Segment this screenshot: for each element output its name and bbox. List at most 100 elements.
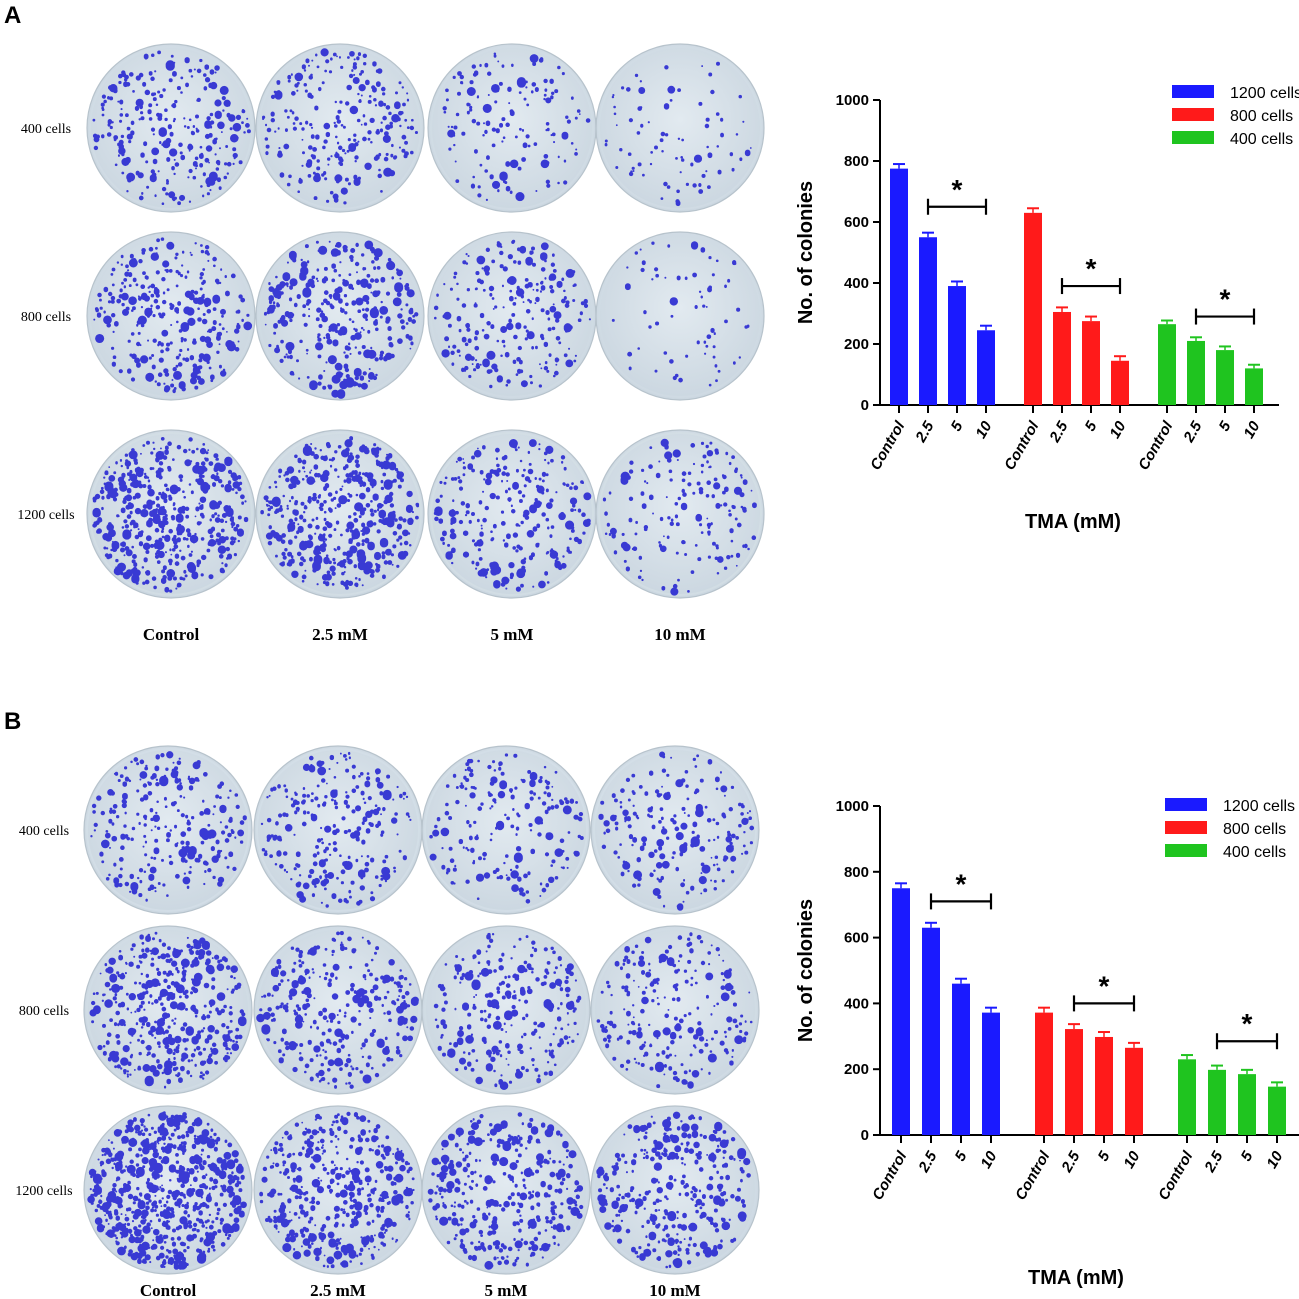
culture-plate xyxy=(595,231,765,401)
bar xyxy=(948,286,966,405)
culture-plate xyxy=(595,429,765,599)
significance-star: * xyxy=(1220,284,1231,315)
y-tick-label: 400 xyxy=(844,995,869,1012)
x-tick-label: 10 xyxy=(1263,1148,1286,1172)
row-label: 1200 cells xyxy=(15,1184,72,1199)
x-tick-label: Control xyxy=(1001,418,1043,473)
y-axis-label: No. of colonies xyxy=(795,899,817,1042)
colonies xyxy=(260,751,412,908)
y-tick-label: 600 xyxy=(844,214,869,231)
column-label: 5 mM xyxy=(485,1281,528,1299)
error-bar xyxy=(1128,1041,1140,1048)
culture-plate xyxy=(255,231,425,401)
significance-bracket: * xyxy=(926,174,988,215)
culture-plate xyxy=(253,745,423,915)
column-label: Control xyxy=(140,1281,197,1299)
x-tick-label: 10 xyxy=(1120,1148,1143,1172)
bar xyxy=(890,168,908,405)
bar xyxy=(1082,321,1100,405)
x-tick-label: 2.5 xyxy=(915,1148,941,1176)
colonies xyxy=(263,240,419,399)
column-label: 2.5 mM xyxy=(310,1281,366,1299)
error-bar xyxy=(1114,355,1126,361)
bar xyxy=(1111,360,1129,405)
bar xyxy=(982,1012,1000,1135)
bar xyxy=(1065,1029,1083,1135)
error-bar xyxy=(1038,1006,1050,1013)
error-bar xyxy=(1068,1023,1080,1030)
colonies xyxy=(87,1111,247,1270)
x-tick-label: 5 xyxy=(952,1148,971,1164)
legend-label: 1200 cells xyxy=(1230,85,1299,102)
colonies xyxy=(89,931,247,1089)
error-bar xyxy=(1181,1054,1193,1060)
bar xyxy=(922,927,940,1135)
error-bar xyxy=(1241,1068,1253,1075)
column-label: 10 mM xyxy=(654,625,705,644)
culture-plate xyxy=(590,1105,760,1275)
x-tick-label: 10 xyxy=(1106,418,1129,442)
x-tick-label: Control xyxy=(1135,418,1177,473)
significance-star: * xyxy=(1086,253,1097,284)
bar xyxy=(1024,212,1042,405)
culture-plate xyxy=(253,925,423,1095)
colonies xyxy=(604,61,752,207)
bar xyxy=(1053,311,1071,405)
column-label: 10 mM xyxy=(649,1281,700,1299)
colonies xyxy=(433,932,582,1091)
bar xyxy=(1178,1059,1196,1135)
y-tick-label: 1000 xyxy=(836,798,869,815)
bar xyxy=(919,237,937,405)
error-bar xyxy=(895,882,907,889)
error-bar xyxy=(1190,336,1202,341)
colonies xyxy=(92,436,249,593)
culture-plate xyxy=(590,925,760,1095)
panel-b: B 400 cells 800 cells 1200 cells Control 2.5… xyxy=(0,650,1299,1299)
error-bar xyxy=(1211,1064,1223,1070)
significance-star: * xyxy=(956,868,967,899)
bar xyxy=(1208,1069,1226,1135)
bar xyxy=(1158,324,1176,405)
error-bar xyxy=(1248,363,1260,369)
column-label: 2.5 mM xyxy=(312,625,368,644)
culture-plate xyxy=(255,429,425,599)
x-tick-label: 2.5 xyxy=(912,418,938,446)
y-tick-label: 200 xyxy=(844,336,869,353)
error-bar xyxy=(1098,1031,1110,1037)
y-tick-label: 0 xyxy=(861,1127,869,1144)
bar xyxy=(1125,1047,1143,1135)
colonies xyxy=(262,48,418,205)
x-tick-label: 2.5 xyxy=(1201,1148,1227,1176)
x-axis-label: TMA (mM) xyxy=(1028,1267,1124,1289)
error-bar xyxy=(951,280,963,287)
row-label: 1200 cells xyxy=(17,508,74,523)
bar xyxy=(1095,1036,1113,1135)
legend-swatch xyxy=(1165,844,1207,857)
legend-label: 1200 cells xyxy=(1223,798,1295,815)
colonies xyxy=(429,753,584,904)
bar xyxy=(952,983,970,1135)
bar xyxy=(892,888,910,1135)
y-tick-label: 400 xyxy=(844,275,869,292)
x-tick-label: Control xyxy=(1012,1148,1054,1203)
colonies xyxy=(598,751,755,911)
colonies xyxy=(602,438,757,596)
x-tick-label: 10 xyxy=(972,418,995,442)
row-label: 400 cells xyxy=(19,824,69,839)
x-tick-label: 2.5 xyxy=(1058,1148,1084,1176)
error-bar xyxy=(1161,319,1173,325)
significance-star: * xyxy=(952,174,963,205)
culture-plate xyxy=(427,43,597,213)
colonies xyxy=(90,751,247,902)
y-tick-label: 200 xyxy=(844,1061,869,1078)
row-label: 400 cells xyxy=(21,122,71,137)
legend-swatch xyxy=(1172,108,1214,121)
error-bar xyxy=(955,977,967,984)
x-tick-label: 5 xyxy=(1095,1148,1114,1164)
legend-swatch xyxy=(1165,821,1207,834)
colonies xyxy=(427,1112,584,1270)
y-tick-label: 800 xyxy=(844,153,869,170)
culture-plate xyxy=(427,231,597,401)
x-tick-label: Control xyxy=(1155,1148,1197,1203)
